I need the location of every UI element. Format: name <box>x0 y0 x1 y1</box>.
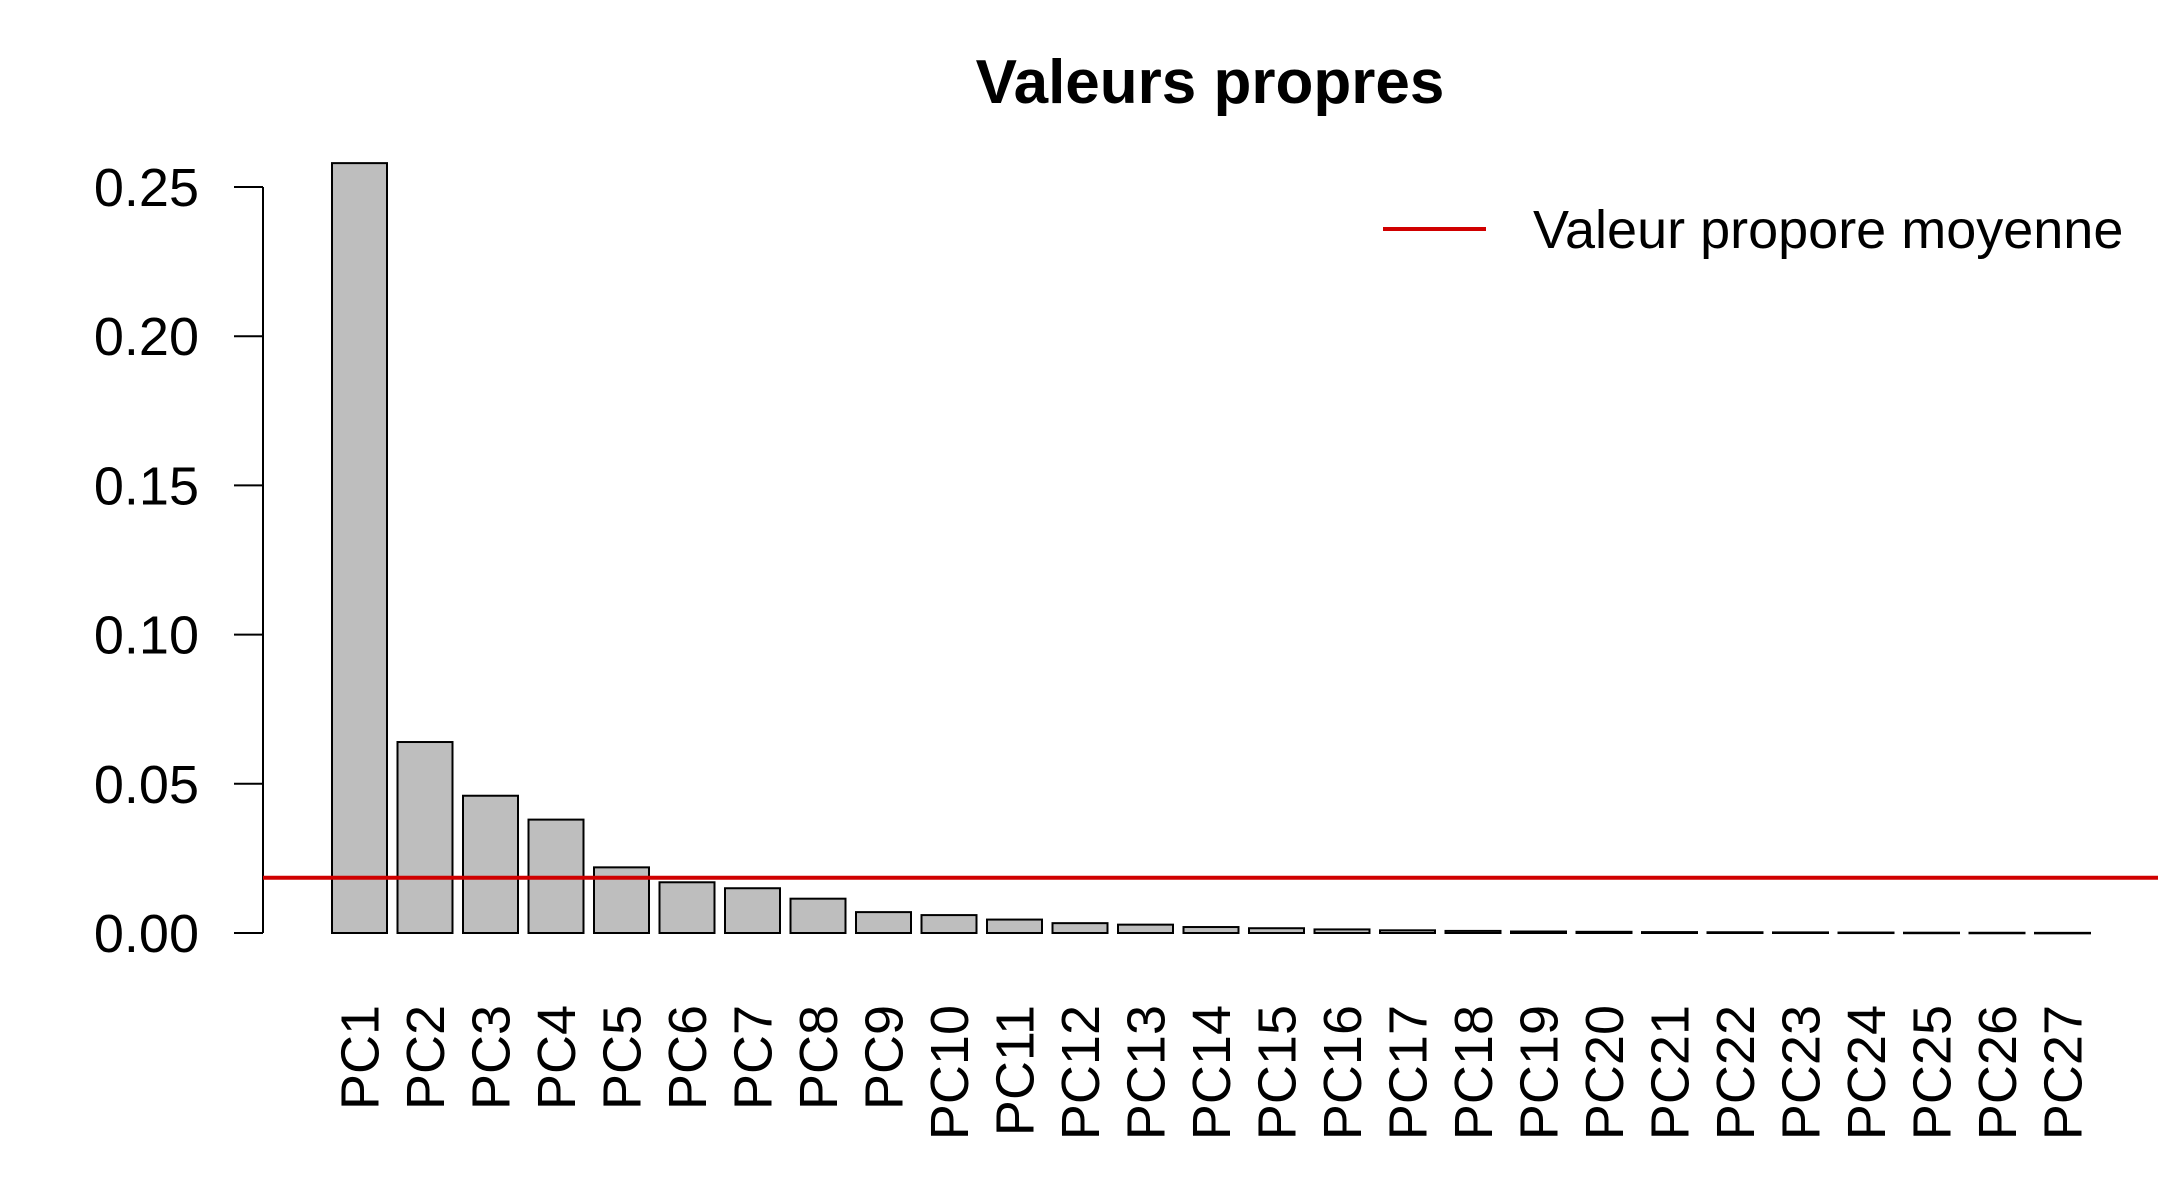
bar-pc25 <box>1903 931 1960 935</box>
legend-label: Valeur propore moyenne <box>1533 200 2123 260</box>
bar-pc17 <box>1379 929 1436 934</box>
x-tick-label: PC9 <box>855 1005 915 1110</box>
bar-pc1 <box>331 162 388 935</box>
chart-title: Valeurs propres <box>976 48 1445 117</box>
bar-pc15 <box>1248 927 1305 934</box>
bar-pc24 <box>1837 931 1895 935</box>
y-tick-label: 0.10 <box>94 606 199 666</box>
x-tick-label: PC2 <box>396 1005 456 1110</box>
x-tick-label: PC24 <box>1837 1005 1897 1140</box>
x-tick-label: PC19 <box>1510 1005 1570 1140</box>
x-tick-label: PC26 <box>1968 1005 2028 1140</box>
y-tick-label: 0.05 <box>94 755 199 815</box>
x-tick-label: PC6 <box>658 1005 718 1110</box>
bar-pc2 <box>396 741 454 934</box>
bar-pc19 <box>1510 930 1567 934</box>
x-tick-label: PC7 <box>724 1005 784 1110</box>
x-tick-label: PC4 <box>527 1005 587 1110</box>
x-tick-label: PC8 <box>789 1005 849 1110</box>
bar-pc9 <box>855 911 912 934</box>
y-tick-label: 0.20 <box>94 307 199 367</box>
x-tick-label: PC27 <box>2034 1005 2094 1140</box>
bar-pc14 <box>1182 926 1240 934</box>
y-axis: 0.00 0.05 0.10 0.15 0.20 0.25 <box>94 158 264 964</box>
x-tick-label: PC3 <box>462 1005 522 1110</box>
bar-pc26 <box>1968 931 2026 935</box>
bar-pc10 <box>920 914 978 935</box>
legend: Valeur propore moyenne <box>1383 200 2123 260</box>
x-tick-label: PC18 <box>1444 1005 1504 1140</box>
x-tick-label: PC12 <box>1051 1005 1111 1140</box>
x-tick-label: PC22 <box>1706 1005 1766 1140</box>
x-tick-label: PC25 <box>1903 1005 1963 1140</box>
bar-pc11 <box>986 918 1043 935</box>
bar-pc18 <box>1444 929 1502 934</box>
x-tick-label: PC23 <box>1772 1005 1832 1140</box>
bar-pc23 <box>1772 931 1829 934</box>
bar-pc6 <box>658 881 716 934</box>
bar-pc7 <box>724 887 781 934</box>
bar-pc12 <box>1051 922 1109 934</box>
x-tick-label: PC5 <box>593 1005 653 1110</box>
x-tick-label: PC16 <box>1313 1005 1373 1140</box>
x-tick-label: PC10 <box>920 1005 980 1140</box>
x-tick-label: PC20 <box>1575 1005 1635 1140</box>
bar-pc22 <box>1706 931 1764 935</box>
bar-pc21 <box>1641 931 1698 934</box>
x-tick-label: PC13 <box>1117 1005 1177 1140</box>
bar-pc8 <box>789 897 847 935</box>
x-tick-label: PC1 <box>331 1005 391 1110</box>
bar-pc16 <box>1313 928 1371 934</box>
bar-pc27 <box>2034 931 2091 935</box>
bars <box>331 162 2091 935</box>
bar-pc13 <box>1117 923 1174 934</box>
x-tick-label: PC17 <box>1379 1005 1439 1140</box>
bar-pc20 <box>1575 930 1633 934</box>
bar-pc3 <box>462 794 519 935</box>
x-axis-labels: PC1 PC2 PC3 PC4 PC5 PC6 PC7 PC8 PC9 PC10 PC11 PC12 P… <box>331 1005 2094 1140</box>
x-tick-label: PC21 <box>1641 1005 1701 1140</box>
x-tick-label: PC14 <box>1182 1005 1242 1140</box>
y-tick-label: 0.00 <box>94 904 199 964</box>
x-tick-label: PC15 <box>1248 1005 1308 1140</box>
y-tick-label: 0.15 <box>94 456 199 516</box>
x-tick-label: PC11 <box>986 1005 1046 1136</box>
y-tick-label: 0.25 <box>94 158 199 218</box>
